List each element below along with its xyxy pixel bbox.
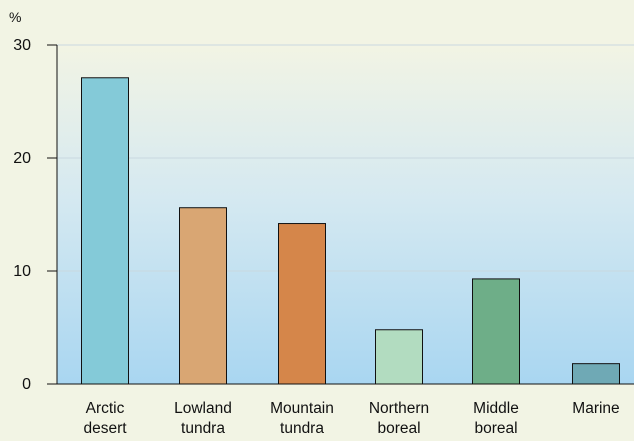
bar [81,77,129,385]
gridlines [57,44,634,272]
x-category-label: Mountain tundra [270,400,334,437]
bar [572,363,620,385]
labels: 0 10 20 30 Arctic desert Lowland tundra Mountain… [13,37,619,437]
x-category-label: Middle boreal [473,400,519,437]
y-axis-unit-label: % [9,9,21,25]
y-tick-label: 30 [13,37,31,54]
x-category-label: Northern boreal [369,400,429,437]
bars [81,77,620,385]
bar [472,278,520,385]
x-category-label: Lowland tundra [174,400,232,437]
x-category-label: Arctic desert [83,400,127,437]
plot-background [57,45,634,384]
bar [375,329,423,385]
bar [179,207,227,385]
axes [47,44,634,385]
y-tick-label: 10 [13,263,31,280]
x-category-label: Marine [572,400,619,417]
y-tick-label: 20 [13,150,31,167]
y-tick-label: 0 [22,376,31,393]
bar [278,223,326,385]
